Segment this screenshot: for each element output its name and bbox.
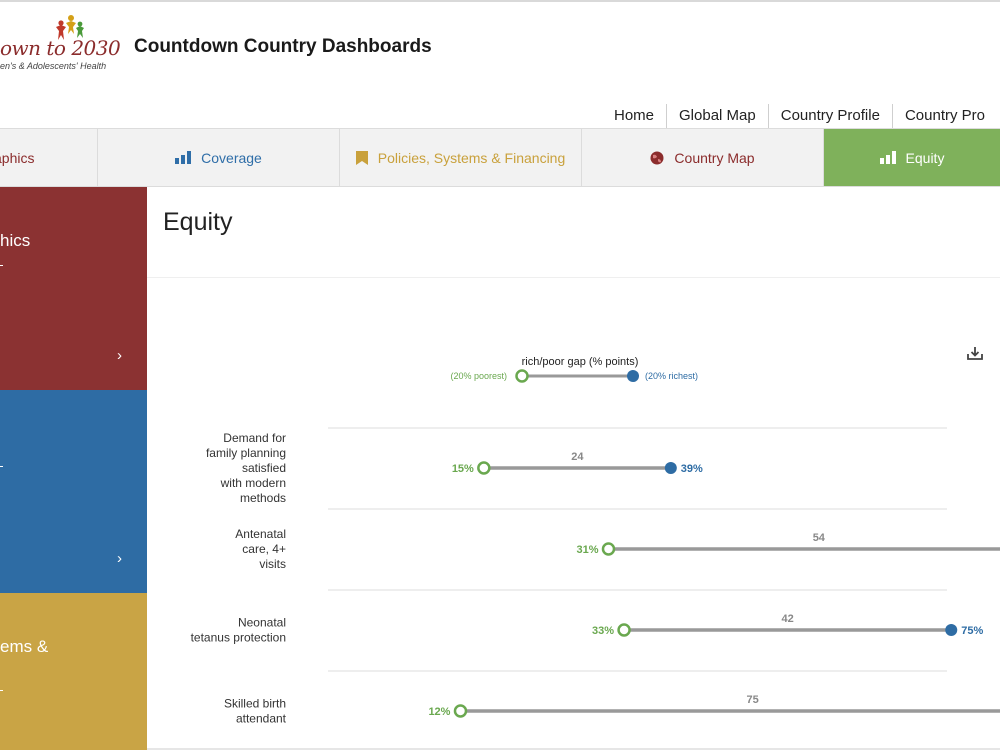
page-title: Equity xyxy=(163,208,233,236)
sidebar-dash xyxy=(0,690,3,691)
row-label: care, 4+ xyxy=(242,542,286,556)
tab-equity[interactable]: Equity xyxy=(824,129,1000,186)
tab-demographics[interactable]: aphics xyxy=(0,129,98,186)
chevron-right-icon[interactable]: › xyxy=(117,347,122,364)
tab-coverage-label: Coverage xyxy=(201,149,262,166)
nav-country-profile-2[interactable]: Country Pro xyxy=(891,104,997,128)
top-nav: Home Global Map Country Profile Country … xyxy=(602,104,997,128)
legend-poorest-marker xyxy=(515,369,529,383)
sidebar-label: ems & xyxy=(0,637,49,656)
legend-richest-marker xyxy=(627,370,639,382)
gap-value-label: 75 xyxy=(746,694,758,706)
gap-value-label: 42 xyxy=(782,613,794,625)
richest-value-label: 39% xyxy=(681,463,703,475)
poorest-marker xyxy=(453,704,468,718)
download-icon[interactable] xyxy=(966,346,984,362)
poorest-marker xyxy=(601,542,616,556)
row-label: Demand for xyxy=(223,431,286,445)
bar-chart-icon xyxy=(175,151,192,164)
nav-country-profile[interactable]: Country Profile xyxy=(767,104,892,128)
poorest-value-label: 15% xyxy=(452,463,474,475)
sidebar-panel-policies[interactable]: ems & xyxy=(0,593,147,750)
sidebar-dash xyxy=(0,265,3,266)
logo[interactable]: own to 2030 en's & Adolescents' Health xyxy=(0,8,130,78)
nav-global-map[interactable]: Global Map xyxy=(666,104,768,128)
row-label: family planning xyxy=(206,446,286,460)
poorest-marker xyxy=(477,461,491,475)
row-label: tetanus protection xyxy=(191,631,286,645)
gap-value-label: 54 xyxy=(813,532,826,544)
tab-country-map[interactable]: Country Map xyxy=(582,129,824,186)
tab-policies[interactable]: Policies, Systems & Financing xyxy=(340,129,582,186)
row-label: attendant xyxy=(236,712,287,726)
poorest-value-label: 12% xyxy=(428,706,450,718)
tab-demographics-label: aphics xyxy=(0,149,35,166)
gap-value-label: 24 xyxy=(571,451,584,463)
legend-richest-label: (20% richest) xyxy=(645,371,698,381)
logo-subtitle: en's & Adolescents' Health xyxy=(0,61,107,71)
richest-value-label: 75% xyxy=(961,625,983,637)
sidebar-panel-coverage[interactable]: › xyxy=(0,390,147,593)
tab-policies-label: Policies, Systems & Financing xyxy=(377,149,566,166)
nav-home[interactable]: Home xyxy=(614,107,655,124)
document-icon xyxy=(355,150,368,165)
legend-poorest-label: (20% poorest) xyxy=(450,371,507,381)
logo-text: own to 2030 xyxy=(0,36,121,60)
row-label: with modern xyxy=(220,476,286,490)
row-label: visits xyxy=(259,557,286,571)
row-label: methods xyxy=(240,491,286,505)
poorest-value-label: 33% xyxy=(592,625,614,637)
bar-chart-icon xyxy=(879,151,896,164)
equity-dumbbell-chart: rich/poor gap (% points) (20% poorest) (20… xyxy=(191,356,1000,726)
richest-marker xyxy=(945,624,958,636)
site-title: Countdown Country Dashboards xyxy=(134,36,432,57)
section-tabs: aphics Coverage Policies, Systems & Fina… xyxy=(0,128,1000,187)
poorest-marker xyxy=(617,623,631,637)
tab-coverage[interactable]: Coverage xyxy=(98,129,340,186)
row-label: satisfied xyxy=(242,461,286,475)
tab-country-map-label: Country Map xyxy=(674,149,755,166)
sidebar-dash xyxy=(0,466,3,467)
top-border xyxy=(0,0,1000,2)
legend-title: rich/poor gap (% points) xyxy=(522,356,639,368)
tab-equity-label: Equity xyxy=(905,149,945,166)
content-bottom-border xyxy=(147,748,1000,750)
sidebar-panel-demographics[interactable]: hics › xyxy=(0,187,147,390)
richest-marker xyxy=(664,462,677,474)
globe-icon xyxy=(650,151,664,164)
chevron-right-icon[interactable]: › xyxy=(117,550,122,567)
row-label: Antenatal xyxy=(235,527,286,541)
title-divider xyxy=(147,277,1000,278)
poorest-value-label: 31% xyxy=(576,544,598,556)
sidebar-label: hics xyxy=(0,231,31,250)
row-label: Skilled birth xyxy=(224,697,286,711)
logo-figures-icon xyxy=(56,15,84,40)
row-label: Neonatal xyxy=(238,616,286,630)
